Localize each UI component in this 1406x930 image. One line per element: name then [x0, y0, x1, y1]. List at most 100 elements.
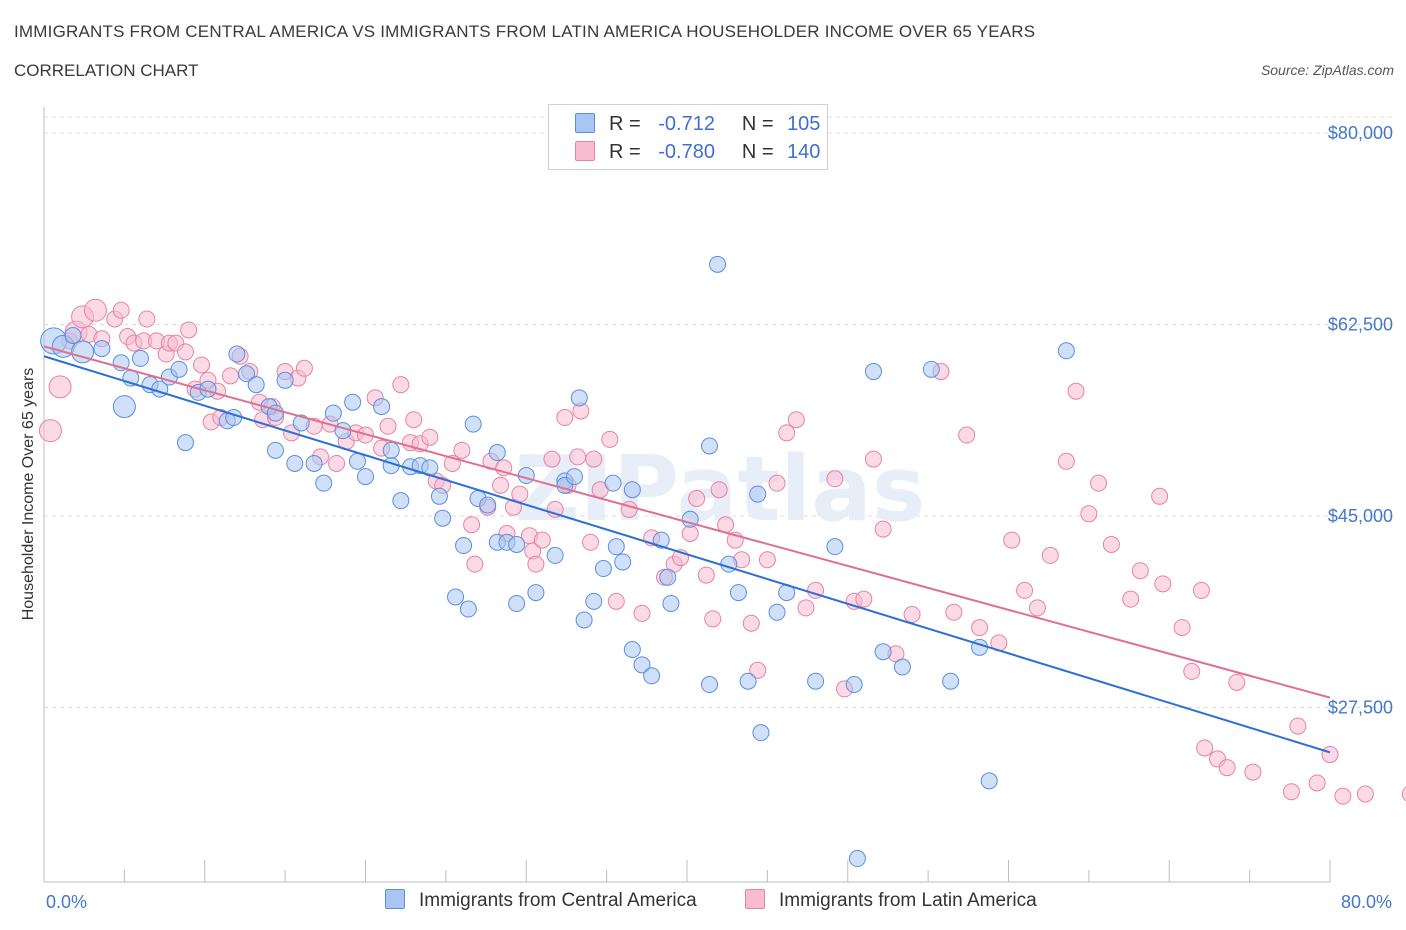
y-tick-label: $62,500	[1328, 315, 1393, 335]
data-point-latin-america	[1192, 581, 1210, 599]
data-point-latin-america	[633, 604, 651, 622]
data-point-latin-america	[533, 531, 551, 549]
trend-line-latin-america	[43, 345, 1331, 699]
data-point-latin-america	[1308, 774, 1326, 792]
data-point-latin-america	[826, 470, 844, 488]
data-point-latin-america	[543, 450, 561, 468]
y-tick-label: $45,000	[1328, 506, 1393, 526]
data-point-latin-america	[697, 566, 715, 584]
y-tick-label: $80,000	[1328, 123, 1393, 143]
data-point-central-america	[131, 349, 149, 367]
data-point-latin-america	[688, 489, 706, 507]
bottom-legend-central-america: Immigrants from Central America	[385, 889, 697, 912]
data-point-central-america	[430, 487, 448, 505]
legend-n-label: N =	[741, 113, 774, 135]
data-point-latin-america	[379, 417, 397, 435]
x-tick-label-min: 0.0%	[46, 892, 87, 912]
data-point-central-america	[980, 772, 998, 790]
data-point-central-america	[464, 415, 482, 433]
data-point-latin-america	[1122, 590, 1140, 608]
data-point-central-america	[71, 340, 95, 364]
data-point-central-america	[286, 454, 304, 472]
data-point-latin-america	[971, 619, 989, 637]
data-point-latin-america	[903, 605, 921, 623]
x-ticks	[123, 860, 1331, 882]
data-point-latin-america	[1151, 487, 1169, 505]
data-point-central-america	[305, 454, 323, 472]
data-point-central-america	[228, 345, 246, 363]
data-point-central-america	[455, 537, 473, 555]
data-point-latin-america	[1102, 535, 1120, 553]
data-point-central-america	[614, 553, 632, 571]
bottom-legend-swatch-blue	[385, 889, 405, 909]
data-point-latin-america	[1401, 786, 1406, 802]
data-point-central-america	[768, 603, 786, 621]
data-point-latin-america	[681, 525, 699, 543]
data-point-central-america	[93, 340, 111, 358]
data-point-central-america	[276, 371, 294, 389]
bottom-legend-latin-america: Immigrants from Latin America	[745, 889, 1037, 912]
legend-r-value: -0.780	[658, 141, 715, 163]
data-point-central-america	[170, 360, 188, 378]
data-point-central-america	[729, 584, 747, 602]
data-point-central-america	[739, 672, 757, 690]
bottom-legend-label: Immigrants from Latin America	[779, 890, 1037, 911]
data-point-latin-america	[768, 474, 786, 492]
data-point-latin-america	[511, 485, 529, 503]
data-point-latin-america	[1173, 619, 1191, 637]
data-point-latin-america	[527, 555, 545, 573]
series-central-america-points	[40, 255, 1075, 868]
legend-r-value: -0.712	[658, 113, 715, 135]
y-tick-label: $27,500	[1328, 698, 1393, 718]
chart-title: IMMIGRANTS FROM CENTRAL AMERICA VS IMMIG…	[14, 22, 1036, 41]
data-point-latin-america	[704, 610, 722, 628]
data-point-central-america	[623, 641, 641, 659]
data-point-central-america	[604, 474, 622, 492]
data-point-latin-america	[787, 411, 805, 429]
data-point-latin-america	[582, 533, 600, 551]
y-tick-labels: $27,500 $45,000 $62,500 $80,000	[1328, 123, 1393, 718]
legend-r-label: R =	[609, 141, 641, 163]
data-point-latin-america	[758, 551, 776, 569]
data-point-latin-america	[1289, 717, 1307, 735]
data-point-central-america	[508, 595, 526, 613]
data-point-latin-america	[1016, 581, 1034, 599]
data-point-central-america	[459, 600, 477, 618]
data-point-latin-america	[874, 520, 892, 538]
data-point-latin-america	[556, 409, 574, 427]
data-point-central-america	[508, 535, 526, 553]
data-point-central-america	[575, 611, 593, 629]
data-point-latin-america	[778, 424, 796, 442]
data-point-latin-america	[797, 599, 815, 617]
data-point-latin-america	[1028, 599, 1046, 617]
data-point-latin-america	[295, 359, 313, 377]
data-point-central-america	[662, 595, 680, 613]
data-point-central-america	[348, 452, 366, 470]
data-point-central-america	[709, 255, 727, 273]
data-point-latin-america	[958, 426, 976, 444]
data-point-latin-america	[193, 356, 211, 374]
data-point-central-america	[315, 474, 333, 492]
data-point-central-america	[652, 531, 670, 549]
data-point-latin-america	[855, 590, 873, 608]
data-point-latin-america	[1334, 787, 1352, 805]
data-point-latin-america	[585, 450, 603, 468]
trend-line-central-america	[43, 355, 1331, 754]
data-point-central-america	[874, 643, 892, 661]
data-point-latin-america	[710, 481, 728, 499]
data-point-latin-america	[138, 310, 156, 328]
data-point-central-america	[848, 850, 866, 868]
data-point-central-america	[752, 724, 770, 742]
data-point-latin-america	[176, 343, 194, 361]
data-point-latin-america	[405, 411, 423, 429]
data-point-central-america	[292, 414, 310, 432]
data-point-latin-america	[1131, 562, 1149, 580]
data-point-central-america	[357, 468, 374, 486]
data-point-central-america	[701, 437, 719, 455]
legend-swatch-blue	[575, 113, 595, 133]
data-point-central-america	[479, 496, 497, 514]
data-point-latin-america	[569, 448, 587, 466]
correlation-legend: R = -0.712 N = 105 R = -0.780 N = 140	[548, 104, 828, 170]
chart-subtitle: CORRELATION CHART	[14, 61, 199, 80]
